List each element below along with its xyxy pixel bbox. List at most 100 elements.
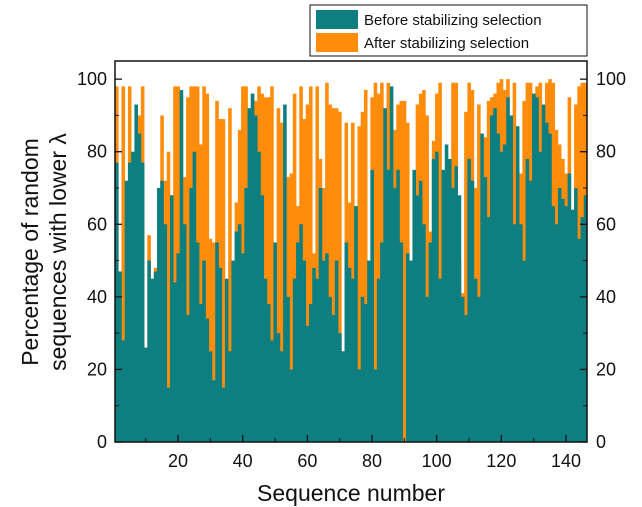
y-tick-label-right-60: 60 [596, 214, 616, 234]
x-tick-label-80: 80 [362, 451, 382, 471]
before-bar-44 [254, 115, 258, 442]
before-bar-19 [173, 282, 177, 442]
after-bar-77 [360, 111, 365, 442]
before-bar-129 [528, 180, 533, 442]
after-bar-101 [438, 82, 442, 442]
before-bar-140 [564, 206, 568, 442]
before-bar-26 [195, 242, 200, 442]
before-bar-23 [186, 315, 190, 442]
before-bar-68 [331, 315, 336, 442]
before-bar-61 [308, 304, 313, 442]
y-tick-label-right-40: 40 [596, 287, 616, 307]
after-bar-67 [328, 104, 332, 442]
before-bar-46 [260, 195, 265, 442]
x-tick-label-60: 60 [297, 451, 317, 471]
before-bar-98 [428, 242, 433, 442]
before-bar-99 [431, 158, 436, 442]
before-bar-82 [376, 278, 381, 442]
before-bar-142 [570, 209, 575, 442]
before-bar-17 [166, 387, 171, 442]
before-bar-24 [189, 188, 193, 442]
before-bar-75 [354, 206, 358, 442]
y-tick-label-right-80: 80 [596, 142, 616, 162]
after-bar-51 [276, 108, 281, 442]
before-bar-32 [215, 242, 219, 442]
before-bar-56 [292, 278, 297, 442]
before-bar-66 [325, 253, 329, 442]
after-bar-52 [279, 122, 284, 442]
before-bar-27 [199, 304, 203, 442]
x-tick-label-140: 140 [551, 451, 581, 471]
before-bar-145 [580, 217, 585, 442]
before-bar-29 [205, 318, 210, 442]
before-bar-55 [289, 369, 294, 442]
before-bar-5 [127, 162, 132, 442]
before-bar-80 [370, 169, 374, 442]
y-tick-label-right-100: 100 [596, 69, 626, 89]
before-bar-125 [515, 126, 520, 442]
before-bar-16 [163, 224, 168, 442]
before-bar-9 [140, 162, 145, 442]
after-bar-90 [402, 100, 407, 442]
before-bar-58 [299, 224, 303, 442]
before-bar-3 [121, 340, 126, 442]
before-bar-70 [338, 333, 342, 442]
before-bar-84 [383, 108, 387, 442]
before-bar-34 [221, 387, 226, 442]
before-bar-91 [405, 253, 410, 442]
before-bar-121 [502, 144, 507, 442]
before-bar-60 [305, 325, 310, 442]
before-bar-139 [561, 198, 565, 442]
before-bar-100 [435, 151, 439, 442]
before-bar-67 [328, 296, 332, 442]
before-bar-132 [538, 151, 543, 442]
before-bar-71 [341, 351, 345, 442]
before-bar-2 [118, 271, 122, 442]
before-bar-97 [425, 296, 429, 442]
y-tick-label-left-60: 60 [87, 214, 107, 234]
y-tick-label-right-0: 0 [596, 432, 606, 452]
after-bar-34 [221, 119, 226, 442]
before-bar-81 [373, 369, 378, 442]
before-bar-53 [283, 104, 287, 442]
before-bar-1 [115, 162, 119, 442]
after-bar-55 [289, 173, 294, 442]
before-bar-105 [451, 188, 455, 442]
before-bar-83 [380, 242, 384, 442]
after-bar-17 [166, 151, 171, 442]
before-bar-40 [241, 253, 245, 442]
after-bar-30 [208, 238, 213, 442]
y-tick-label-left-0: 0 [97, 432, 107, 452]
before-bar-62 [312, 267, 316, 442]
x-tick-label-20: 20 [168, 451, 188, 471]
y-axis-title-line2: sequences with lower λ [45, 133, 71, 371]
before-bar-95 [418, 180, 423, 442]
before-bar-114 [480, 133, 484, 442]
before-bar-136 [551, 206, 556, 442]
before-bar-37 [231, 260, 235, 442]
x-tick-label-120: 120 [486, 451, 516, 471]
before-bar-94 [415, 195, 420, 442]
before-bar-18 [169, 195, 174, 442]
legend-swatch-after [316, 33, 358, 52]
before-bar-135 [548, 133, 552, 442]
before-bar-21 [179, 90, 184, 442]
before-bar-14 [157, 188, 161, 442]
y-tick-label-left-20: 20 [87, 359, 107, 379]
before-bar-133 [541, 104, 546, 442]
before-bar-15 [160, 180, 164, 442]
before-bar-92 [409, 260, 413, 442]
before-bar-123 [509, 115, 513, 442]
after-bar-63 [315, 86, 320, 442]
before-bar-107 [457, 195, 462, 442]
before-bar-108 [460, 296, 465, 442]
axes: 20 40 60 80 100 120 140 0 0 20 20 40 40 60 60 80 80 100 10… [77, 69, 626, 471]
before-bar-85 [386, 169, 391, 442]
y-tick-label-left-40: 40 [87, 287, 107, 307]
before-bar-33 [218, 267, 223, 442]
y-tick-label-right-20: 20 [596, 359, 616, 379]
before-bar-106 [454, 166, 459, 442]
before-bar-74 [351, 278, 355, 442]
after-bar-31 [211, 242, 216, 442]
